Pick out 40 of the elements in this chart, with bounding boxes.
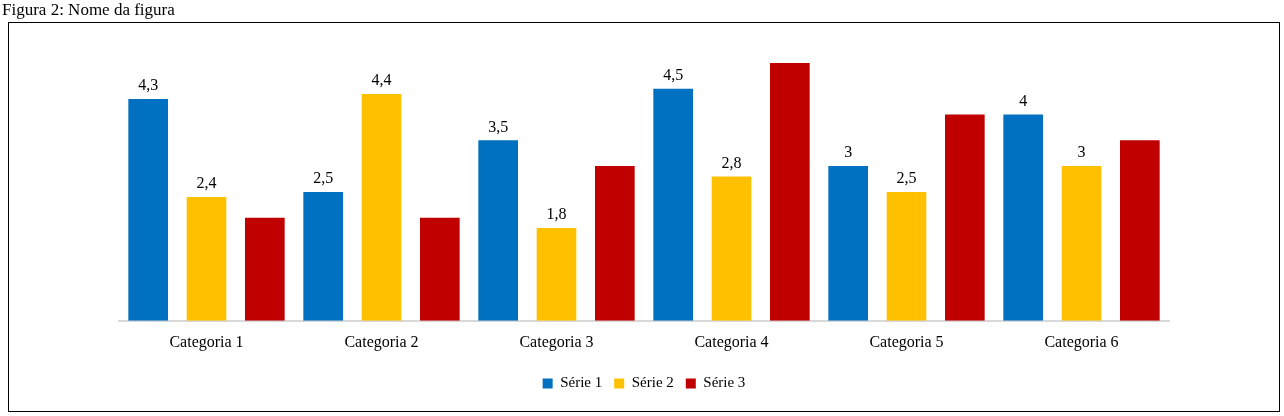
- bar: [536, 227, 577, 321]
- x-tick-label: Categoria 6: [1044, 332, 1119, 351]
- bar: [770, 63, 810, 321]
- bar: [711, 176, 752, 321]
- bar: [653, 88, 693, 321]
- data-label: 2,5: [896, 169, 917, 187]
- x-tick-label: Categoria 2: [344, 332, 419, 351]
- bar: [1003, 114, 1043, 321]
- legend-label: Série 2: [631, 374, 674, 391]
- data-label: 3: [1077, 143, 1086, 161]
- x-tick-label: Categoria 3: [519, 332, 594, 351]
- data-label: 2,5: [313, 169, 334, 187]
- bar: [828, 166, 868, 321]
- legend-label: Série 3: [703, 374, 746, 391]
- bar: [245, 217, 285, 321]
- data-label: 4,5: [663, 65, 684, 83]
- bar: [478, 140, 518, 321]
- bar: [303, 191, 343, 321]
- x-tick-label: Categoria 5: [869, 332, 944, 351]
- data-label: 4,4: [371, 71, 392, 89]
- legend-label: Série 1: [560, 374, 603, 391]
- bar: [420, 217, 460, 321]
- bar: [361, 93, 402, 321]
- data-label: 3,5: [488, 117, 509, 135]
- bar: [1120, 140, 1160, 321]
- bar: [945, 114, 985, 321]
- data-label: 2,4: [196, 174, 217, 192]
- data-label: 4,3: [138, 76, 159, 94]
- data-label: 4: [1019, 91, 1028, 109]
- chart-title: Figura 2: Nome da figura: [2, 0, 175, 20]
- bar: [128, 99, 168, 321]
- data-label: 2,8: [721, 153, 742, 171]
- x-tick-label: Categoria 4: [694, 332, 769, 351]
- data-label: 3: [844, 143, 853, 161]
- bar: [1061, 166, 1102, 321]
- bar: [186, 197, 227, 321]
- bar: [595, 166, 635, 321]
- bar: [886, 191, 927, 321]
- x-tick-label: Categoria 1: [169, 332, 244, 351]
- data-label: 1,8: [546, 205, 567, 223]
